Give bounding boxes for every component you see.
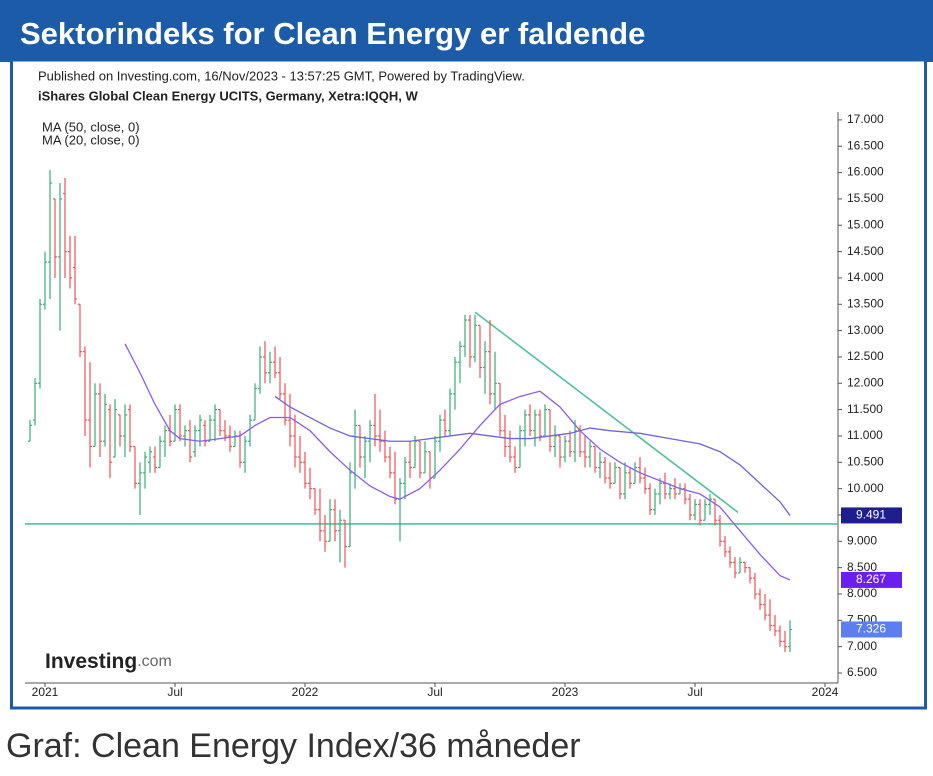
y-tick-label: 12.000 (847, 375, 884, 389)
y-tick-label: 10.000 (847, 481, 884, 495)
banner (0, 0, 933, 62)
x-tick-label: Jul (427, 685, 442, 699)
last-price-label-box (841, 621, 902, 638)
x-tick-label: 2022 (292, 685, 319, 699)
x-tick-label: 2021 (32, 685, 59, 699)
y-tick-label: 16.500 (847, 138, 884, 152)
subtitle: iShares Global Clean Energy UCITS, Germa… (38, 88, 418, 103)
y-tick-label: 8.000 (847, 586, 877, 600)
x-tick-label: 2024 (812, 685, 839, 699)
chart-frame (10, 58, 927, 710)
ma-end-label: 8.267 (856, 572, 886, 586)
logo-word: Investing (45, 650, 137, 673)
legend-entry: MA (20, close, 0) (42, 132, 140, 147)
ma-end-label-box (841, 571, 902, 588)
y-tick-label: 6.500 (847, 665, 877, 679)
y-tick-label: 14.500 (847, 244, 884, 258)
y-tick-label: 14.000 (847, 270, 884, 284)
banner-title: Sektorindeks for Clean Energy er faldend… (20, 16, 645, 51)
x-tick-label: Jul (687, 685, 702, 699)
y-tick-label: 7.000 (847, 639, 877, 653)
y-tick-label: 17.000 (847, 112, 884, 126)
y-tick-label: 15.500 (847, 191, 884, 205)
y-tick-label: 8.500 (847, 560, 877, 574)
x-tick-label: Jul (167, 685, 182, 699)
y-tick-label: 10.500 (847, 454, 884, 468)
last-price-label: 7.326 (856, 622, 886, 636)
y-tick-label: 11.000 (847, 428, 883, 442)
y-tick-label: 15.000 (847, 217, 884, 231)
caption: Graf: Clean Energy Index/36 måneder (6, 727, 581, 765)
y-tick-label: 13.500 (847, 296, 884, 310)
logo: Investing.com (45, 650, 172, 673)
y-tick-label: 11.500 (847, 402, 883, 416)
ma-line (124, 343, 791, 581)
ma-line (274, 395, 791, 516)
ma-end-label: 9.491 (856, 508, 886, 522)
legend-entry: MA (50, close, 0) (42, 119, 140, 134)
published: Published on Investing.com, 16/Nov/2023 … (38, 68, 525, 83)
x-tick-label: 2023 (552, 685, 579, 699)
y-tick-label: 13.000 (847, 323, 884, 337)
logo-suffix: .com (137, 653, 172, 670)
y-tick-label: 16.000 (847, 165, 884, 179)
trendline (474, 311, 739, 513)
y-tick-label: 12.500 (847, 349, 884, 363)
ma-end-label-box (841, 507, 902, 524)
y-tick-label: 9.000 (847, 533, 877, 547)
